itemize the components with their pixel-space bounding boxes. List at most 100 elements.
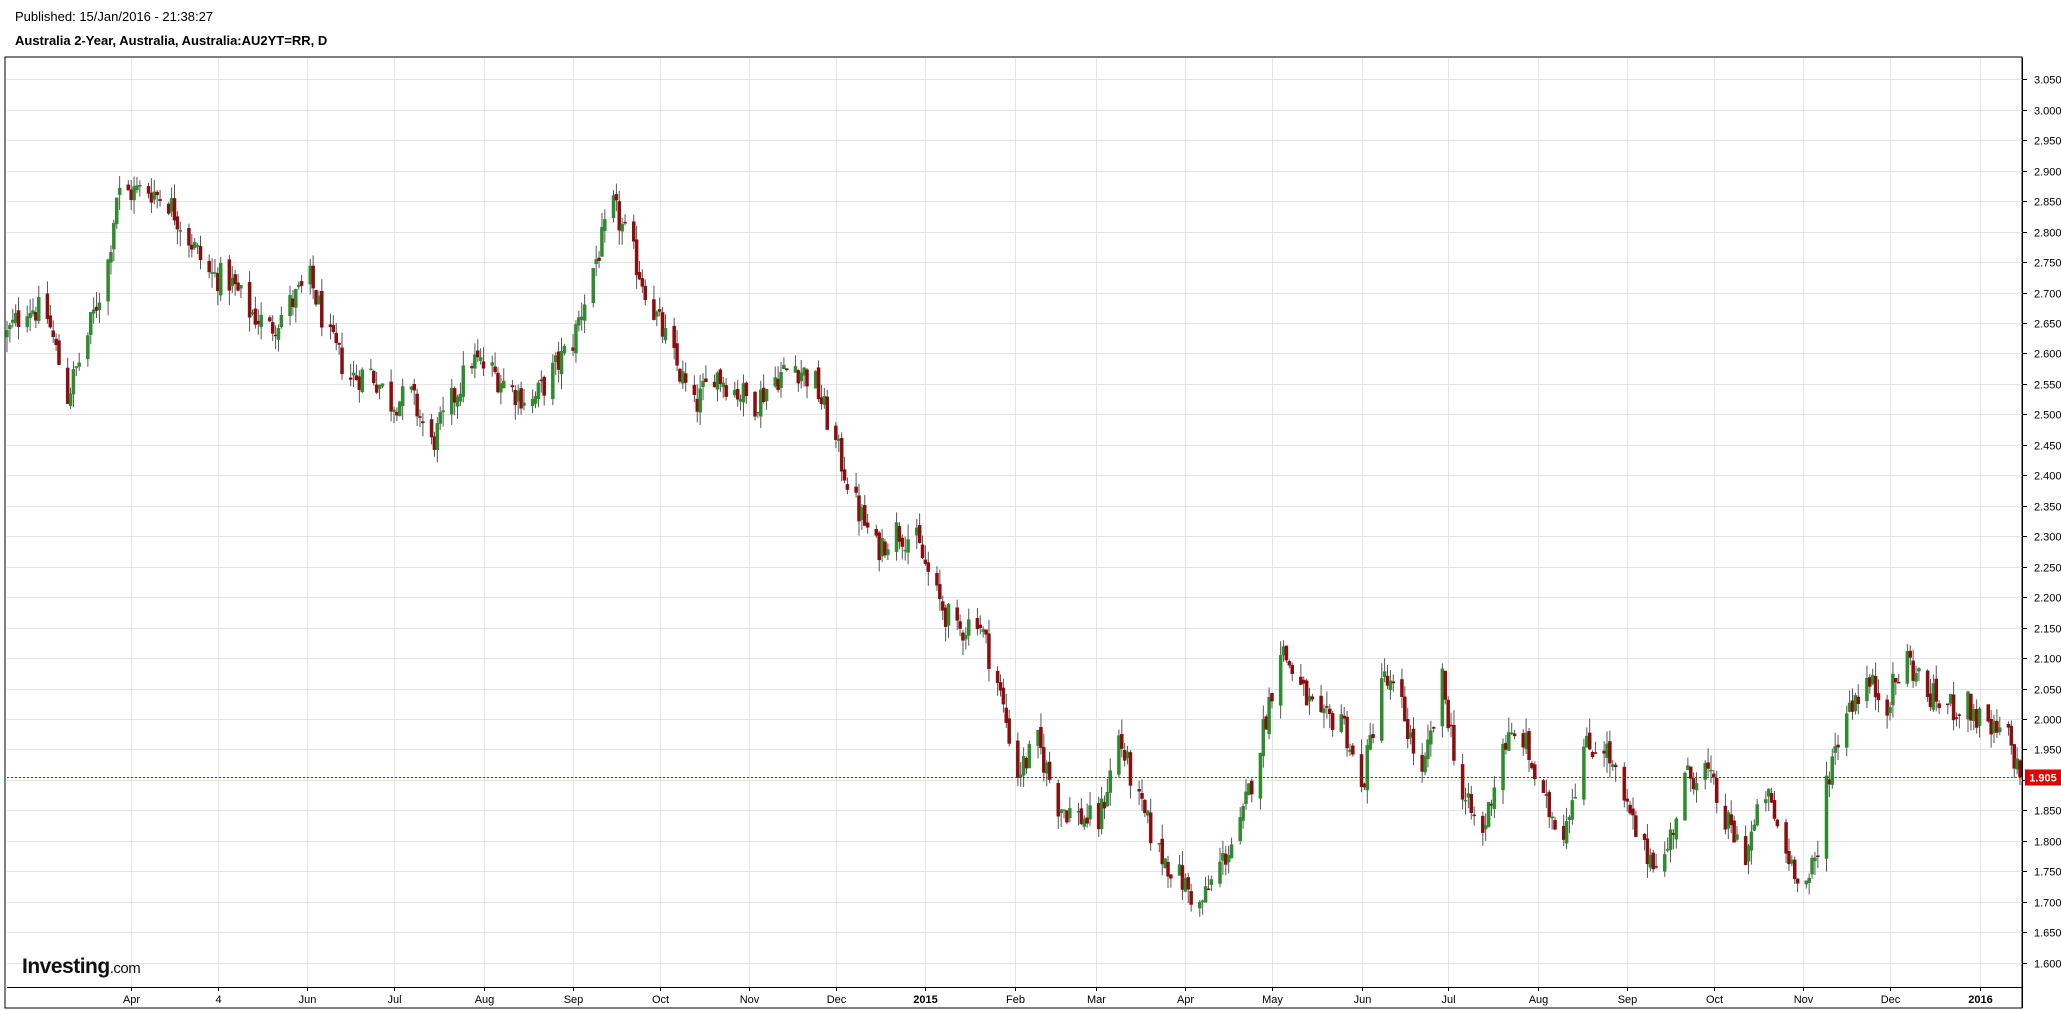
candle-body-down [1400,679,1404,697]
candle-body-up [574,324,578,354]
candle-body-down [1460,764,1465,800]
candle-body-down [328,324,333,327]
candle-body-down [314,290,318,305]
candle [816,360,821,402]
candle-body-up [799,372,803,382]
candle [112,219,116,262]
candle-body-up [1108,770,1113,793]
candle-body-down [1654,866,1658,868]
candle-body-up [1492,787,1497,809]
candle [1339,704,1344,734]
candle-body-down [1065,810,1069,823]
candle-body-down [236,282,240,291]
candle [1608,730,1612,778]
candle-body-down [672,325,676,349]
candle-body-up [600,226,604,257]
candle-body-down [695,398,700,412]
published-timestamp: Published: 15/Jan/2016 - 21:38:27 [15,9,214,24]
candle [213,259,217,278]
candle-body-down [268,317,272,322]
x-tick-label: Oct [1706,994,1723,1006]
candle-body-down [1284,645,1289,661]
candle [1186,873,1190,904]
candle [1120,719,1124,758]
y-tick-label: 2.100 [2034,654,2061,666]
candle [594,245,598,277]
candle-body-up [715,372,720,390]
candle-body-up [1486,801,1491,828]
candle-body-up [317,295,321,305]
candle [1937,700,1941,715]
candle [259,302,263,340]
last-price-marker: 1.905 [7,769,2061,786]
candle [1986,704,1990,724]
candle-body-up [1440,668,1445,727]
candle [1703,760,1707,790]
investing-logo[interactable]: Investing.com [22,955,141,978]
candle [1969,693,1973,731]
candle-body-up [663,328,668,341]
candle [1816,840,1820,869]
candle-body-down [1689,766,1693,779]
candle-body-down [2012,744,2016,769]
candle-body-up [764,389,769,402]
candle [721,376,725,398]
candle-body-down [958,621,962,629]
candle [1039,713,1043,755]
candle-body-up [114,197,119,225]
candle-body-down [1868,677,1872,687]
candle-body-up [1209,879,1214,886]
candle [975,607,980,636]
candle-body-up [294,289,298,308]
candle-body-down [172,198,177,221]
candle [1954,712,1959,727]
candle-body-up [169,197,174,212]
candle [1108,758,1113,806]
y-tick-label: 1.950 [2034,745,2061,757]
candle-body-up [1564,821,1569,844]
candle-body-down [198,246,203,260]
candle-body-up [1605,743,1609,758]
candle [660,306,665,343]
candle-body-down [1651,852,1655,870]
candle [1732,815,1736,843]
candle-body-down [1016,740,1020,778]
candle [1001,678,1006,713]
candle-body-down [874,529,879,536]
candle [1148,798,1153,851]
candle [1290,662,1294,682]
candle [502,368,506,389]
candle-body-up [13,312,18,324]
candle-body-up [435,423,440,451]
candle [1059,809,1063,827]
candle-body-down [660,312,665,337]
candle [473,343,477,379]
candle [574,320,578,363]
candle [1443,670,1448,705]
candle [2006,721,2011,736]
y-tick-label: 2.150 [2034,624,2061,636]
candle-body-down [1836,744,1840,748]
candle [1651,849,1655,873]
candle-body-down [2006,723,2011,728]
candle [239,284,243,299]
candle [886,543,890,561]
candle [441,396,445,427]
candle [1166,855,1170,888]
candle [1042,733,1046,782]
candle-body-down [978,624,983,628]
candle-body-down [785,368,789,371]
candle [793,355,798,373]
candle-body-down [1385,675,1390,686]
candle [380,383,385,389]
candle-body-up [536,382,541,399]
candle [1359,739,1364,793]
candle [1310,693,1315,702]
candle [1068,797,1072,823]
candle-body-up [701,380,705,387]
candle-body-down [643,285,648,301]
candle [1099,786,1104,835]
candle-body-up [1307,695,1312,702]
candle-body-down [1613,764,1618,767]
plot-frame [4,56,2023,1009]
